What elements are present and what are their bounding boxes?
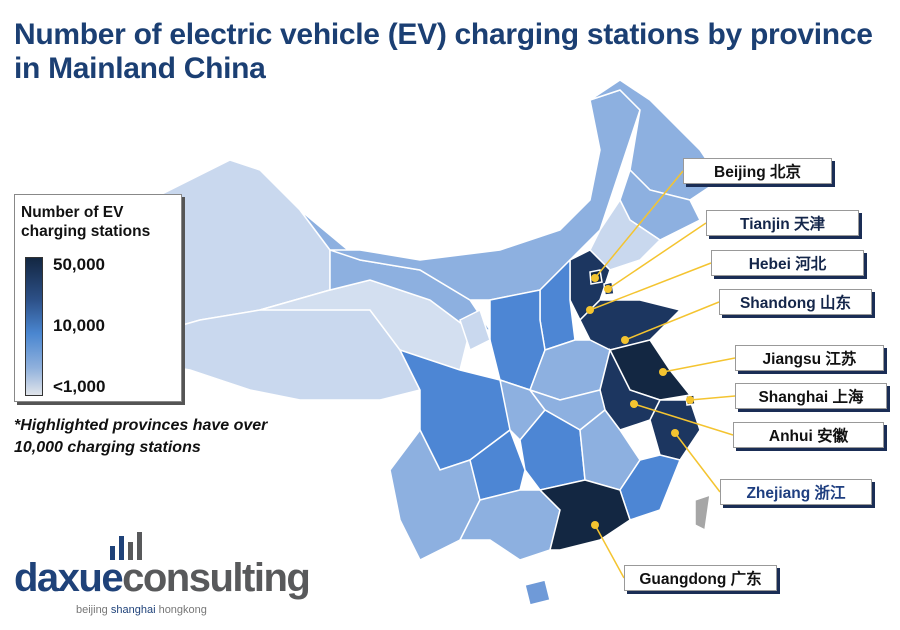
leader-line — [607, 222, 707, 290]
province-label: Shanghai 上海 — [735, 383, 887, 409]
leader-line — [689, 395, 736, 401]
province-liaoning — [589, 198, 662, 271]
logo-text-daxue: daxue — [14, 556, 124, 600]
leader-line — [594, 524, 625, 579]
leader-line — [662, 357, 736, 373]
province-label: Hebei 河北 — [711, 250, 864, 276]
province-marker-dot — [630, 400, 638, 408]
province-marker-dot — [659, 368, 667, 376]
province-guangdong — [538, 479, 631, 551]
leader-line — [624, 301, 720, 341]
leader-line — [594, 170, 684, 279]
province-marker-dot — [591, 521, 599, 529]
province-label: Zhejiang 浙江 — [720, 479, 872, 505]
legend-tick-low: <1,000 — [53, 377, 106, 396]
province-marker-dot — [686, 396, 694, 404]
province-marker-dot — [621, 336, 629, 344]
province-hainan — [524, 579, 551, 606]
province-marker-dot — [604, 285, 612, 293]
leader-line — [589, 262, 712, 311]
legend-tick-mid: 10,000 — [53, 316, 105, 335]
province-marker-dot — [671, 429, 679, 437]
province-label: Anhui 安徽 — [733, 422, 884, 448]
legend: Number of EV charging stations 50,000 10… — [14, 194, 182, 402]
logo-text-consulting: consulting — [122, 556, 311, 600]
province-marker-dot — [586, 306, 594, 314]
province-marker-dot — [591, 274, 599, 282]
province-ningxia — [459, 308, 491, 352]
province-label: Shandong 山东 — [719, 289, 872, 315]
leader-line — [674, 432, 721, 493]
province-label: Guangdong 广东 — [624, 565, 777, 591]
legend-tick-high: 50,000 — [53, 255, 105, 274]
province-guizhou — [469, 428, 526, 501]
footnote: *Highlighted provinces have over 10,000 … — [14, 417, 268, 456]
legend-color-bar — [25, 257, 43, 396]
province-label: Tianjin 天津 — [706, 210, 859, 236]
logo-sub-3: hongkong — [155, 604, 207, 616]
logo-sub-1: beijing — [76, 604, 111, 616]
page-title: Number of electric vehicle (EV) charging… — [14, 18, 873, 85]
logo-sub-2: shanghai — [110, 604, 156, 616]
leader-line — [633, 403, 734, 436]
province-label: Beijing 北京 — [683, 158, 832, 184]
logo-bars-icon — [110, 532, 142, 560]
legend-title: Number of EV charging stations — [21, 204, 151, 240]
province-label: Jiangsu 江苏 — [735, 345, 884, 371]
province-taiwan — [694, 493, 711, 532]
